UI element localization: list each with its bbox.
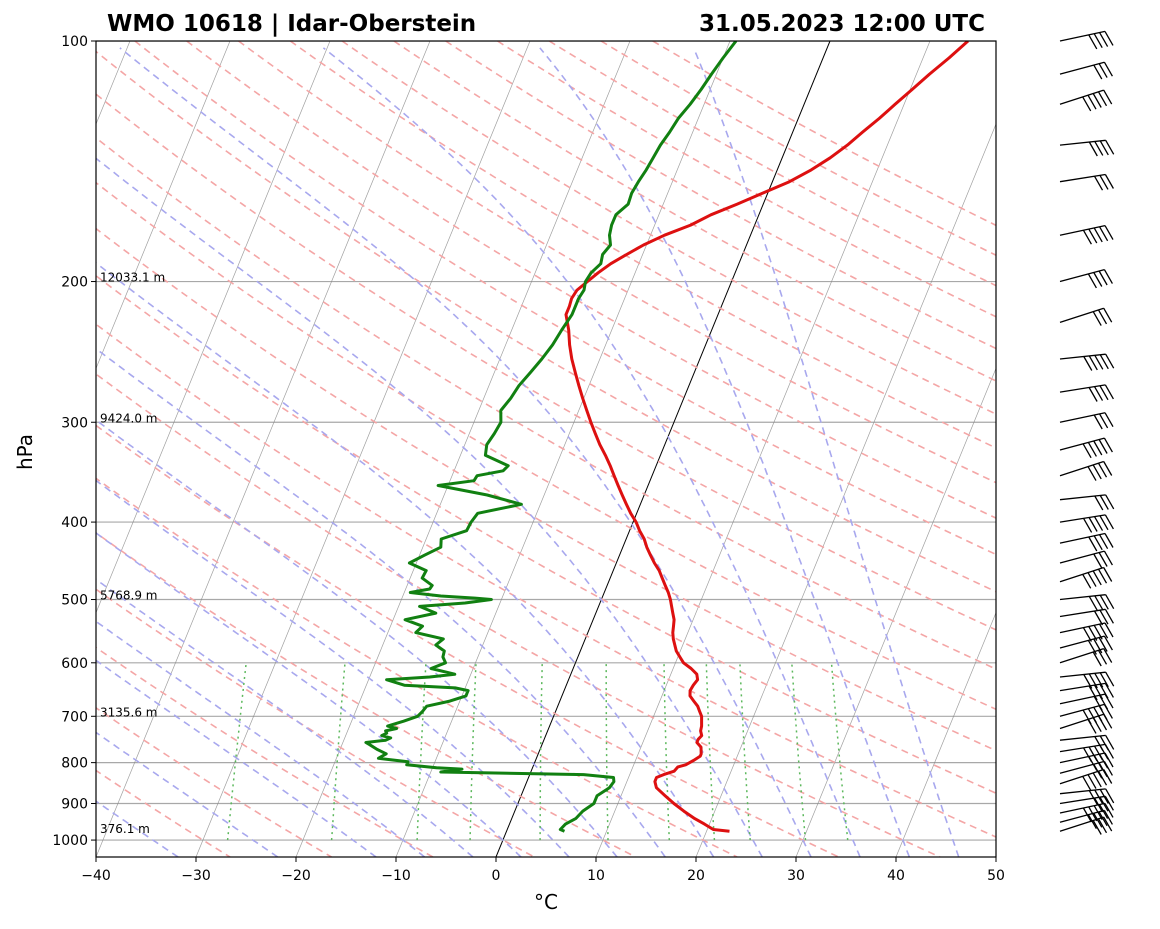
- barb-staff: [1060, 90, 1104, 104]
- wind-barb: [1060, 714, 1112, 733]
- wind-barb: [1060, 308, 1112, 325]
- wind-barb: [1060, 568, 1112, 589]
- wind-barb: [1060, 413, 1113, 429]
- barb-staff: [1060, 568, 1104, 582]
- wind-barb: [1060, 31, 1113, 49]
- wind-barb: [1060, 495, 1114, 510]
- height-label: 12033.1 m: [100, 271, 165, 285]
- wind-barb: [1060, 609, 1113, 625]
- wind-barb: [1060, 140, 1114, 156]
- barb-staff: [1060, 308, 1104, 322]
- x-tick-label: 20: [687, 868, 705, 884]
- barb-staff: [1060, 672, 1106, 677]
- wind-barb: [1060, 354, 1114, 370]
- height-label: 5768.9 m: [100, 589, 158, 603]
- wind-barb: [1060, 462, 1112, 481]
- barb-staff: [1060, 462, 1104, 476]
- wind-barb: [1060, 704, 1112, 724]
- barb-staff: [1060, 735, 1106, 740]
- barb-staff: [1060, 609, 1105, 616]
- wind-barb: [1060, 270, 1112, 288]
- barb-staff: [1060, 385, 1105, 392]
- y-tick-label: 500: [61, 593, 88, 609]
- wind-barb: [1060, 62, 1112, 79]
- x-tick-label: −40: [81, 868, 111, 884]
- x-axis-label: °C: [534, 890, 558, 914]
- wind-barb: [1060, 515, 1113, 533]
- x-tick-label: 0: [492, 868, 501, 884]
- wind-barb: [1060, 551, 1112, 568]
- x-tick-label: −30: [181, 868, 211, 884]
- wind-barb: [1060, 438, 1112, 458]
- wind-barb: [1060, 735, 1114, 750]
- barb-staff: [1060, 714, 1104, 728]
- height-label: 9424.0 m: [100, 411, 158, 425]
- wind-barb: [1060, 623, 1113, 642]
- barb-staff: [1060, 140, 1106, 145]
- wind-barb: [1060, 385, 1113, 402]
- wind-barb: [1060, 649, 1112, 666]
- barb-staff: [1060, 744, 1105, 751]
- y-tick-label: 400: [61, 515, 88, 531]
- wind-barb: [1060, 636, 1112, 654]
- y-tick-label: 100: [61, 34, 88, 50]
- height-label: 376.1 m: [100, 822, 150, 836]
- wind-barb: [1060, 534, 1113, 552]
- y-tick-label: 1000: [52, 833, 88, 849]
- wind-barb: [1060, 90, 1112, 111]
- x-tick-label: −10: [381, 868, 411, 884]
- y-tick-label: 600: [61, 656, 88, 672]
- y-tick-label: 800: [61, 756, 88, 772]
- y-tick-label: 300: [61, 415, 88, 431]
- isotherm-line: [996, 41, 1160, 857]
- wind-barb: [1060, 770, 1112, 791]
- x-tick-label: 50: [987, 868, 1005, 884]
- x-tick-label: −20: [281, 868, 311, 884]
- barb-staff: [1060, 515, 1105, 522]
- wind-barb: [1060, 694, 1113, 710]
- wind-barb: [1060, 226, 1113, 245]
- wind-barb: [1060, 175, 1113, 191]
- title-date: 31.05.2023 12:00 UTC: [699, 11, 985, 37]
- wind-barbs: [1060, 31, 1114, 834]
- y-tick-label: 200: [61, 275, 88, 291]
- y-axis-label: hPa: [13, 434, 37, 470]
- x-tick-label: 40: [887, 868, 905, 884]
- barb-staff: [1060, 354, 1106, 359]
- x-tick-label: 30: [787, 868, 805, 884]
- barb-staff: [1060, 789, 1106, 794]
- barb-staff: [1060, 495, 1106, 500]
- barb-staff: [1060, 649, 1104, 663]
- title-station: WMO 10618 | Idar-Oberstein: [107, 11, 476, 37]
- height-label: 3135.6 m: [100, 705, 158, 719]
- barb-staff: [1060, 595, 1106, 600]
- y-tick-label: 900: [61, 797, 88, 813]
- y-tick-label: 700: [61, 709, 88, 725]
- barb-staff: [1060, 683, 1105, 690]
- x-tick-label: 10: [587, 868, 605, 884]
- wind-barb: [1060, 595, 1114, 611]
- barb-staff: [1060, 175, 1105, 182]
